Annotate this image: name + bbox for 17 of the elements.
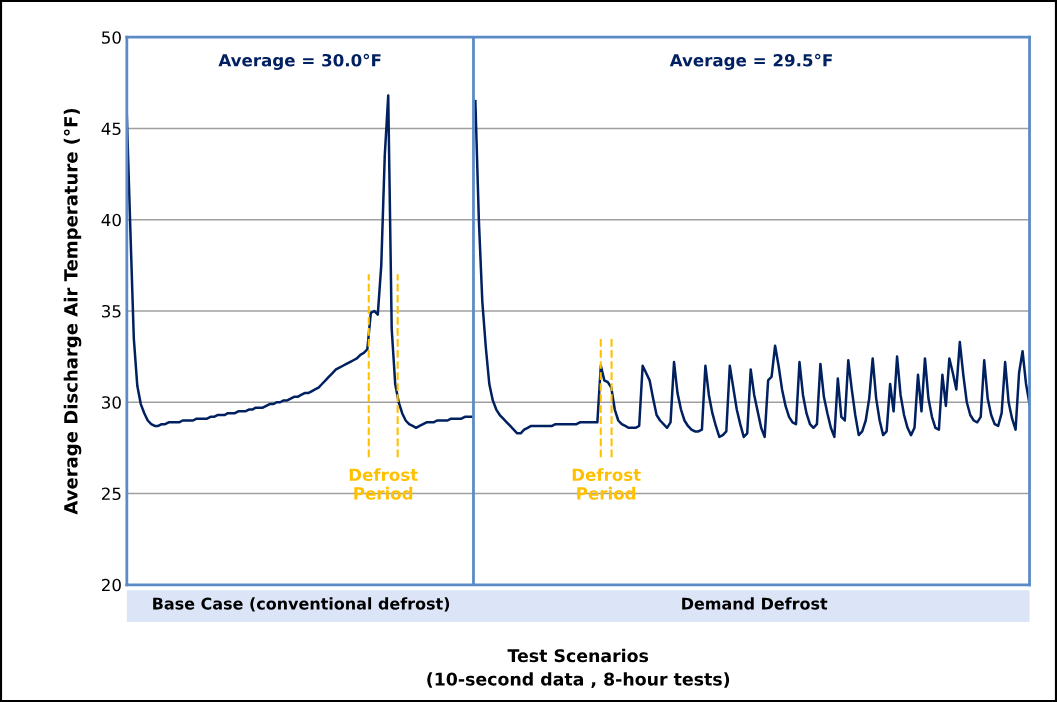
y-tick-label: 35 — [102, 304, 121, 318]
y-axis-title: Average Discharge Air Temperature (°F) — [63, 108, 82, 515]
x-tick-label: Base Case (conventional defrost) — [153, 597, 450, 612]
x-tick-label: Demand Defrost — [682, 597, 828, 610]
y-tick-label: 45 — [101, 122, 121, 136]
x-axis-title: Test Scenarios (10-second data , 8-hour tests) — [427, 648, 730, 688]
line-series — [126, 94, 474, 430]
y-tick-label: 30 — [102, 396, 121, 409]
y-tick-label: 25 — [101, 487, 121, 501]
annotation: Defrost Period — [349, 468, 418, 500]
line-series — [474, 99, 1030, 439]
y-tick-label: 50 — [102, 31, 121, 44]
y-tick-label: 40 — [101, 213, 121, 227]
annotation: Average = 29.5°F — [669, 53, 832, 70]
y-tick-label: 20 — [101, 578, 121, 592]
annotation: Average = 30.0°F — [218, 53, 381, 70]
annotation: Defrost Period — [572, 468, 641, 500]
